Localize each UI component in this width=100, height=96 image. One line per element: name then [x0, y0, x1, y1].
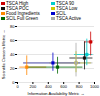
svg-text:1000: 1000	[90, 84, 100, 89]
svg-text:600: 600	[60, 84, 67, 89]
svg-text:400: 400	[45, 84, 52, 89]
html-text:TSCA 90: TSCA 90	[56, 1, 74, 6]
svg-text:800: 800	[76, 84, 83, 89]
svg-text:Scientific Concern Metric →: Scientific Concern Metric →	[1, 30, 6, 79]
html-text:Food Ingredients: Food Ingredients	[6, 11, 40, 16]
svg-text:0: 0	[16, 84, 19, 89]
html-text:SCIL Full Green: SCIL Full Green	[6, 16, 39, 21]
svg-text:0: 0	[12, 80, 15, 85]
html-text:TSCA POC: TSCA POC	[6, 6, 29, 11]
html-text:TSCA High: TSCA High	[6, 1, 29, 6]
svg-text:20: 20	[10, 66, 15, 71]
svg-text:80: 80	[10, 24, 15, 29]
html-text:TSCA Low: TSCA Low	[56, 6, 78, 11]
html-text:SCIL: SCIL	[56, 11, 66, 16]
svg-text:200: 200	[30, 84, 37, 89]
svg-text:40: 40	[10, 52, 15, 57]
html-text:TSCA Active: TSCA Active	[56, 16, 81, 21]
svg-text:60: 60	[10, 38, 15, 43]
svg-text:Information Availability Metri: Information Availability Metric →	[28, 91, 85, 96]
